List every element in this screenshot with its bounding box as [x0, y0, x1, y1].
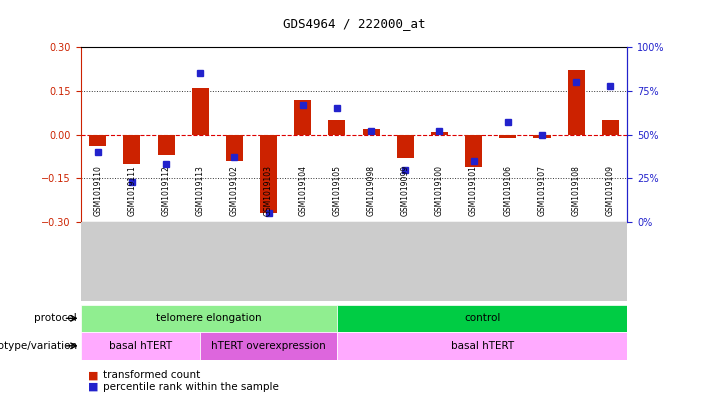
- Text: ■: ■: [88, 382, 98, 392]
- Bar: [431, 132, 448, 134]
- Bar: [81, 332, 200, 360]
- Text: telomere elongation: telomere elongation: [156, 313, 261, 323]
- Text: ■: ■: [88, 370, 98, 380]
- Bar: [294, 100, 311, 134]
- Bar: [89, 134, 107, 146]
- Text: percentile rank within the sample: percentile rank within the sample: [103, 382, 279, 392]
- Bar: [158, 134, 175, 155]
- Bar: [601, 120, 619, 134]
- Text: transformed count: transformed count: [103, 370, 200, 380]
- Bar: [123, 134, 140, 164]
- Bar: [200, 332, 337, 360]
- Bar: [191, 88, 209, 134]
- Bar: [81, 305, 337, 332]
- Bar: [465, 134, 482, 167]
- Bar: [397, 134, 414, 158]
- Bar: [260, 134, 277, 213]
- Text: genotype/variation: genotype/variation: [0, 341, 77, 351]
- Text: GDS4964 / 222000_at: GDS4964 / 222000_at: [283, 17, 426, 30]
- Bar: [226, 134, 243, 161]
- Bar: [362, 129, 380, 134]
- Text: basal hTERT: basal hTERT: [109, 341, 172, 351]
- Text: control: control: [464, 313, 501, 323]
- Bar: [568, 70, 585, 134]
- Text: basal hTERT: basal hTERT: [451, 341, 514, 351]
- Bar: [328, 120, 346, 134]
- Bar: [499, 134, 517, 138]
- Bar: [337, 305, 627, 332]
- Bar: [337, 332, 627, 360]
- Text: protocol: protocol: [34, 313, 77, 323]
- Bar: [533, 134, 550, 138]
- Text: hTERT overexpression: hTERT overexpression: [211, 341, 326, 351]
